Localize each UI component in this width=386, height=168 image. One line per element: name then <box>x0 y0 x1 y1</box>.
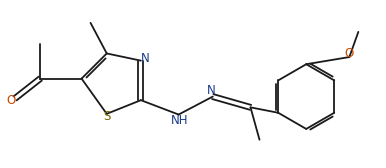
Text: O: O <box>345 47 354 60</box>
Text: N: N <box>141 52 150 65</box>
Text: N: N <box>207 84 216 97</box>
Text: S: S <box>103 110 110 123</box>
Text: NH: NH <box>171 114 188 127</box>
Text: O: O <box>6 94 15 107</box>
